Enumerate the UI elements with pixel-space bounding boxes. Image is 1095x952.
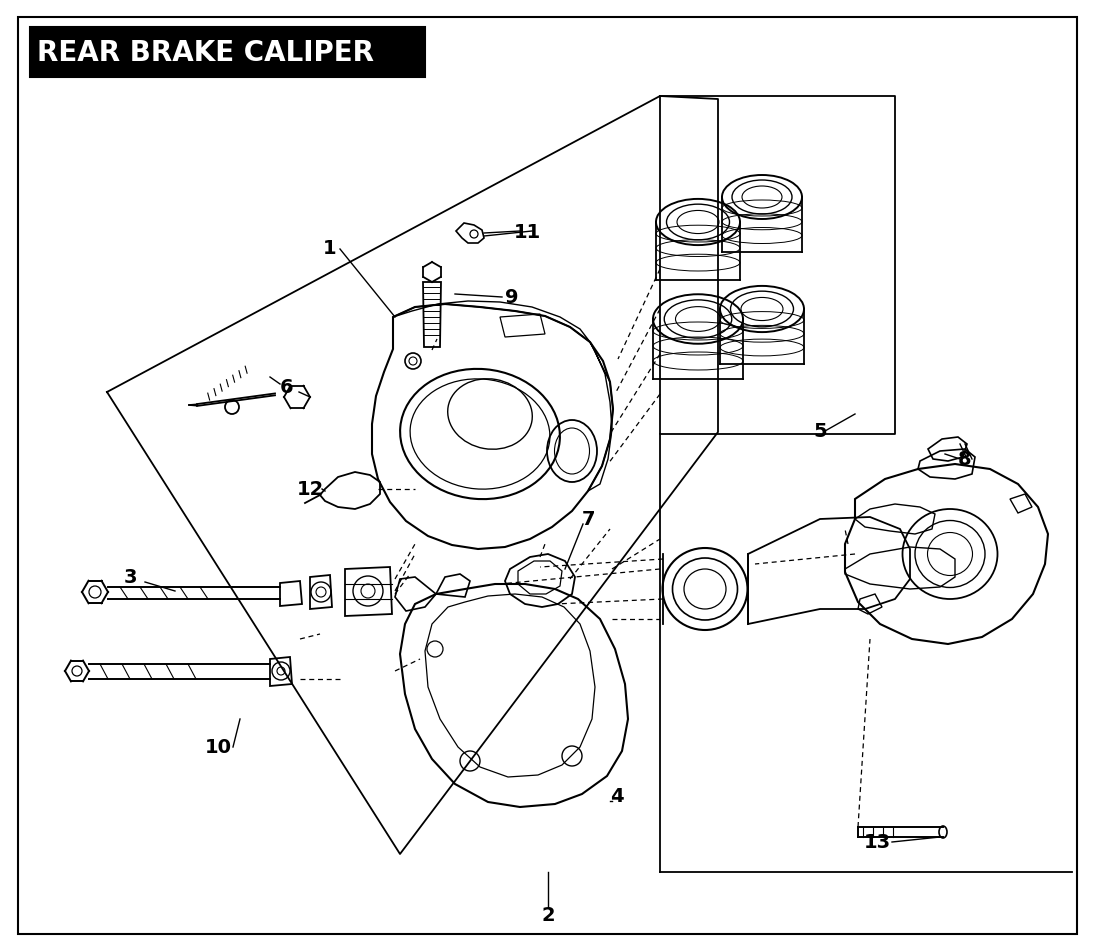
- Text: 9: 9: [505, 288, 519, 307]
- Text: 7: 7: [581, 510, 595, 529]
- Text: 8: 8: [958, 450, 972, 469]
- Text: 1: 1: [323, 238, 337, 257]
- Text: 13: 13: [864, 833, 890, 852]
- Text: 10: 10: [205, 738, 231, 757]
- Text: 11: 11: [514, 222, 541, 241]
- Text: 3: 3: [124, 568, 137, 586]
- Text: REAR BRAKE CALIPER: REAR BRAKE CALIPER: [37, 39, 374, 67]
- Text: 2: 2: [541, 905, 555, 924]
- Text: 4: 4: [610, 786, 624, 805]
- Text: 5: 5: [814, 422, 827, 441]
- Text: 12: 12: [297, 480, 324, 499]
- Text: 6: 6: [280, 378, 293, 397]
- Bar: [30, 28, 425, 78]
